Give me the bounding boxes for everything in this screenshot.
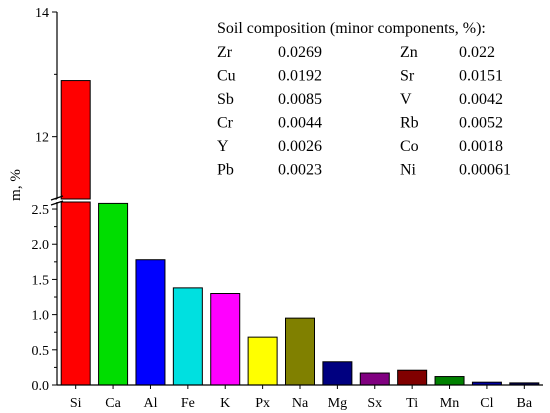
x-tick-label-px: Px bbox=[255, 396, 270, 411]
y-tick-label: 1.0 bbox=[32, 309, 50, 324]
x-tick-label-ti: Ti bbox=[406, 396, 418, 411]
inset-element-name: Cu bbox=[217, 68, 236, 85]
x-tick-label-ba: Ba bbox=[517, 396, 533, 411]
bar-si-upper bbox=[60, 80, 91, 200]
inset-element-value: 0.0018 bbox=[459, 138, 503, 155]
inset-element-value: 0.0042 bbox=[459, 91, 503, 108]
inset-table: Soil composition (minor components, %): … bbox=[217, 20, 511, 179]
bar-k bbox=[210, 293, 241, 386]
bar-na bbox=[285, 317, 315, 386]
inset-element-name: Sr bbox=[400, 68, 415, 85]
inset-element-value: 0.0023 bbox=[278, 162, 322, 179]
y-tick-label: 2.5 bbox=[32, 203, 50, 218]
x-tick-label-sx: Sx bbox=[367, 396, 382, 411]
axis-break-mark bbox=[50, 195, 64, 201]
bar-px bbox=[247, 336, 278, 386]
inset-element-value: 0.00061 bbox=[459, 162, 511, 179]
x-tick-label-cl: Cl bbox=[480, 396, 493, 411]
y-axis-title: m, % bbox=[8, 169, 24, 201]
bar-ti bbox=[397, 369, 428, 386]
bar-sx bbox=[359, 372, 390, 386]
inset-title: Soil composition (minor components, %): bbox=[217, 20, 486, 37]
inset-element-name: Y bbox=[217, 138, 229, 155]
inset-element-name: Rb bbox=[400, 115, 419, 132]
inset-element-name: Pb bbox=[217, 162, 234, 179]
ticks-group: Si Ca Al Fe K Px Na Mg Sx Ti Mn Cl Ba 0.0 0.5 1.0 1.5 2.0… bbox=[32, 6, 533, 411]
bar-mn bbox=[434, 376, 465, 386]
bar-si-lower bbox=[60, 201, 91, 386]
inset-element-name: Ni bbox=[400, 162, 417, 179]
x-tick-label-na: Na bbox=[292, 396, 309, 411]
inset-element-name: Zn bbox=[400, 44, 418, 61]
y-tick-label: 14 bbox=[35, 6, 49, 21]
inset-element-name: V bbox=[400, 91, 412, 108]
y-tick-label: 0.0 bbox=[32, 379, 50, 394]
x-tick-label-mg: Mg bbox=[328, 396, 347, 411]
inset-element-value: 0.0192 bbox=[278, 68, 322, 85]
inset-element-value: 0.0026 bbox=[278, 138, 322, 155]
x-tick-label-al: Al bbox=[143, 396, 157, 411]
bar-mg bbox=[322, 361, 353, 386]
inset-element-value: 0.0269 bbox=[278, 44, 322, 61]
bars-group bbox=[59, 80, 540, 386]
bar-fe bbox=[172, 287, 203, 386]
x-tick-label-k: K bbox=[220, 396, 230, 411]
x-tick-label-mn: Mn bbox=[440, 396, 459, 411]
y-tick-label: 12 bbox=[35, 131, 49, 146]
y-tick-label: 0.5 bbox=[32, 344, 50, 359]
inset-element-name: Cr bbox=[217, 115, 234, 132]
y-tick-label: 2.0 bbox=[32, 238, 50, 253]
inset-element-value: 0.0151 bbox=[459, 68, 503, 85]
inset-element-name: Co bbox=[400, 138, 419, 155]
inset-element-value: 0.0044 bbox=[278, 115, 322, 132]
bar-break-gap bbox=[59, 199, 93, 202]
y-tick-label: 1.5 bbox=[32, 273, 50, 288]
bar-ca bbox=[98, 202, 129, 386]
inset-element-name: Sb bbox=[217, 91, 234, 108]
inset-element-name: Zr bbox=[217, 44, 233, 61]
bar-al bbox=[135, 259, 166, 386]
x-tick-label-fe: Fe bbox=[181, 396, 195, 411]
axis-break-mark bbox=[50, 200, 64, 206]
inset-element-value: 0.0085 bbox=[278, 91, 322, 108]
inset-element-value: 0.0052 bbox=[459, 115, 503, 132]
inset-element-value: 0.022 bbox=[459, 44, 495, 61]
x-tick-label-si: Si bbox=[70, 396, 82, 411]
x-tick-label-ca: Ca bbox=[105, 396, 121, 411]
